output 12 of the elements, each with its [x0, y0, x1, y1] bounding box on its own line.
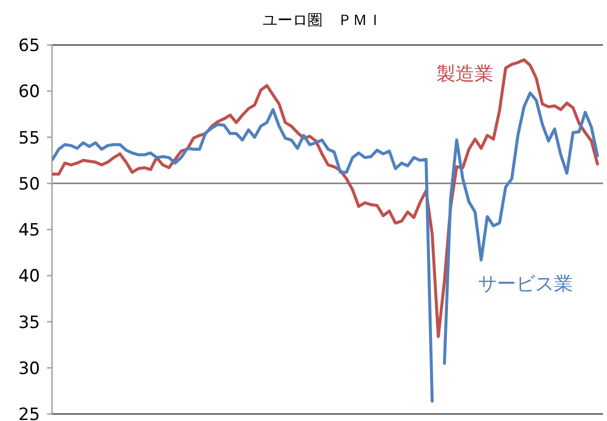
y-tick-label: 30 — [18, 358, 40, 379]
chart-title: ユーロ圏 ＰＭＩ — [262, 11, 382, 29]
y-tick-label: 65 — [18, 36, 40, 56]
y-tick-label: 40 — [18, 266, 40, 287]
y-tick-label: 35 — [18, 312, 40, 333]
y-tick-label: 60 — [18, 82, 40, 102]
y-tick-label: 50 — [18, 174, 40, 194]
y-tick-label: 55 — [18, 128, 40, 148]
series-label: サービス業 — [478, 272, 574, 295]
series-label: 製造業 — [436, 63, 494, 86]
y-tick-label: 25 — [18, 405, 40, 421]
y-tick-label: 45 — [18, 220, 40, 240]
